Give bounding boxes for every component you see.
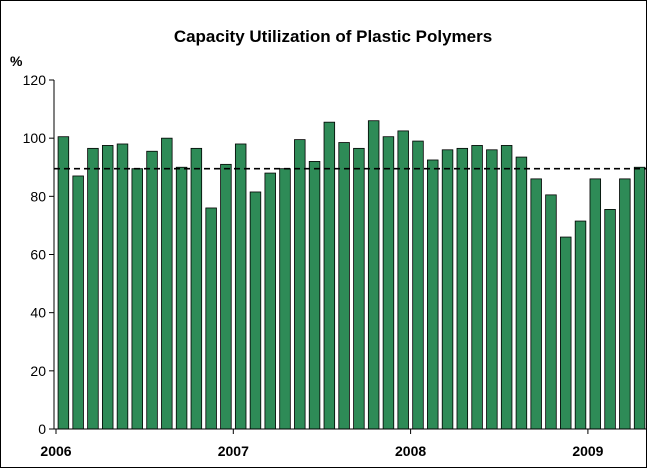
bar [175,166,188,430]
bar [338,142,350,430]
bar [190,147,203,430]
x-axis-ticks: 2006 2007 2008 2009 [40,429,604,459]
bar [604,209,616,430]
y-axis-unit-label: % [10,53,23,69]
bar [382,136,395,430]
bar [619,178,631,430]
y-tick-label: 120 [23,72,47,88]
axes [53,80,646,430]
bar [57,136,70,430]
bar [72,175,84,430]
x-tick-label: 2007 [218,443,249,459]
x-tick-label: 2006 [40,443,71,459]
y-tick-label: 20 [30,363,46,379]
bar [161,137,173,430]
x-tick-label: 2008 [395,443,426,459]
bar [500,145,513,430]
bar [264,172,276,430]
bar [633,166,646,430]
bar [131,168,143,430]
bar [249,191,262,430]
bar [441,149,454,430]
y-tick-label: 80 [30,188,46,204]
bar [146,150,158,430]
x-tick-label: 2009 [572,443,603,459]
bar [116,143,129,430]
bar [308,161,321,430]
bar [471,145,483,430]
bar [574,220,587,430]
bar [279,168,291,430]
bar [589,178,602,430]
bar [412,140,424,430]
bar [560,236,572,430]
bar [205,207,217,430]
bar [353,147,365,430]
chart-title: Capacity Utilization of Plastic Polymers [174,27,492,46]
bar [367,120,380,430]
bars [57,120,646,430]
bar [427,159,439,430]
bar [234,143,247,430]
bar [294,139,306,430]
bar [486,149,498,430]
bar [530,178,542,430]
bar [545,194,557,430]
y-tick-label: 0 [38,421,46,437]
y-tick-label: 60 [30,247,46,263]
y-tick-label: 100 [23,130,47,146]
bar [515,156,528,430]
bar [220,163,232,430]
bar [87,147,99,430]
y-axis-ticks: 0 20 40 60 80 100 120 [23,72,54,437]
bar [456,147,469,430]
bar [397,130,409,430]
bar [101,145,114,430]
y-tick-label: 40 [30,305,46,321]
